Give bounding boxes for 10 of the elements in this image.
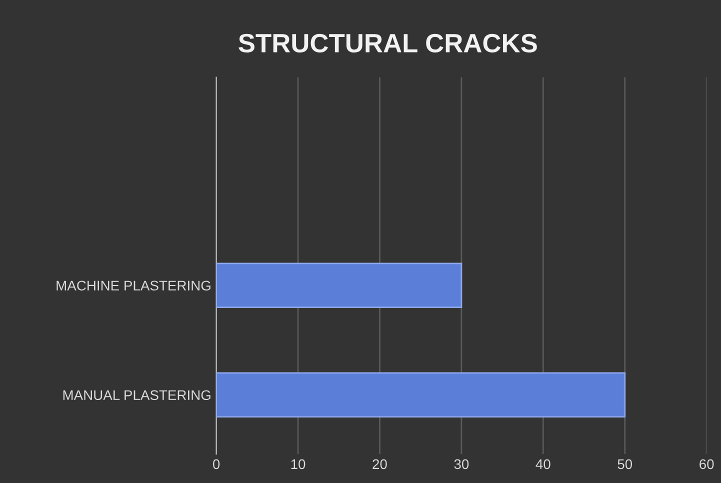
x-tick-label: 60 bbox=[700, 459, 714, 470]
x-tick-label: 20 bbox=[372, 459, 387, 470]
x-tick-label: 30 bbox=[454, 459, 469, 470]
x-tick-label: 10 bbox=[291, 459, 306, 470]
chart-title: STRUCTURAL CRACKS bbox=[238, 34, 537, 53]
x-tick-label: 0 bbox=[212, 459, 220, 470]
x-tick-label: 40 bbox=[536, 459, 550, 470]
y-tick-label: MANUAL PLASTERING bbox=[63, 390, 210, 400]
y-tick-label: MACHINE PLASTERING bbox=[56, 280, 210, 291]
x-tick-label: 50 bbox=[618, 459, 632, 470]
